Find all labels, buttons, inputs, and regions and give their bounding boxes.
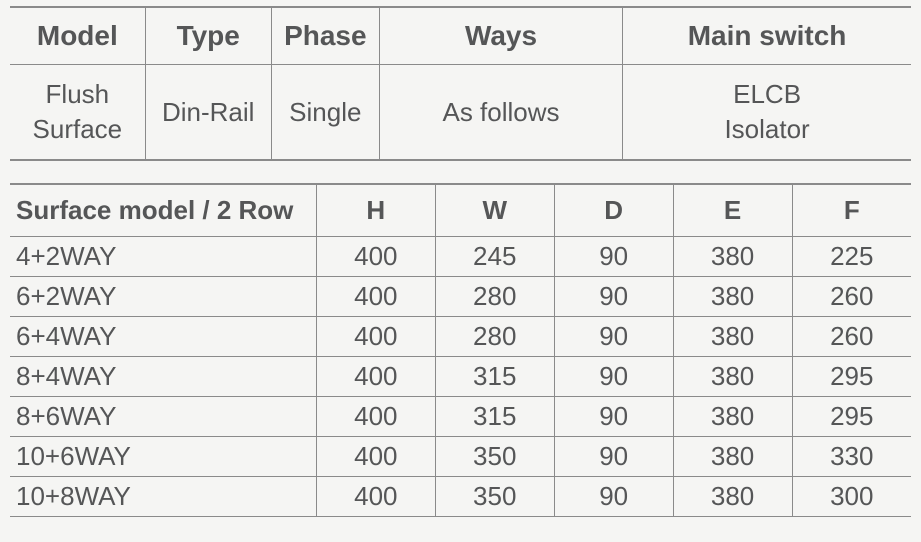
col-mainswitch: Main switch bbox=[623, 7, 911, 65]
row-value: 90 bbox=[554, 357, 673, 397]
dimensions-table: Surface model / 2 Row H W D E F 4+2WAY40… bbox=[10, 183, 911, 517]
table-row: 6+2WAY40028090380260 bbox=[10, 277, 911, 317]
table-row: 8+6WAY40031590380295 bbox=[10, 397, 911, 437]
row-value: 350 bbox=[435, 477, 554, 517]
row-value: 380 bbox=[673, 277, 792, 317]
row-label: 10+6WAY bbox=[10, 437, 316, 477]
val-model: FlushSurface bbox=[10, 65, 145, 161]
row-label: 4+2WAY bbox=[10, 237, 316, 277]
row-value: 380 bbox=[673, 477, 792, 517]
table-row: 10+8WAY40035090380300 bbox=[10, 477, 911, 517]
row-value: 280 bbox=[435, 317, 554, 357]
row-value: 315 bbox=[435, 397, 554, 437]
row-label: 6+2WAY bbox=[10, 277, 316, 317]
val-type: Din-Rail bbox=[145, 65, 271, 161]
row-value: 380 bbox=[673, 437, 792, 477]
row-value: 90 bbox=[554, 317, 673, 357]
row-value: 90 bbox=[554, 277, 673, 317]
row-value: 380 bbox=[673, 237, 792, 277]
row-value: 380 bbox=[673, 317, 792, 357]
table-row: 10+6WAY40035090380330 bbox=[10, 437, 911, 477]
col-w: W bbox=[435, 184, 554, 237]
row-value: 90 bbox=[554, 397, 673, 437]
table-value-row: FlushSurface Din-Rail Single As follows … bbox=[10, 65, 911, 161]
col-phase: Phase bbox=[271, 7, 379, 65]
row-value: 245 bbox=[435, 237, 554, 277]
row-value: 400 bbox=[316, 317, 435, 357]
table-row: 6+4WAY40028090380260 bbox=[10, 317, 911, 357]
row-value: 260 bbox=[792, 317, 911, 357]
row-value: 350 bbox=[435, 437, 554, 477]
row-value: 295 bbox=[792, 397, 911, 437]
row-label: 8+6WAY bbox=[10, 397, 316, 437]
spec-header-table: Model Type Phase Ways Main switch FlushS… bbox=[10, 6, 911, 161]
row-value: 90 bbox=[554, 237, 673, 277]
table-header-row: Surface model / 2 Row H W D E F bbox=[10, 184, 911, 237]
row-value: 280 bbox=[435, 277, 554, 317]
table-row: 4+2WAY40024590380225 bbox=[10, 237, 911, 277]
row-label: 8+4WAY bbox=[10, 357, 316, 397]
col-e: E bbox=[673, 184, 792, 237]
row-value: 330 bbox=[792, 437, 911, 477]
table-row: 8+4WAY40031590380295 bbox=[10, 357, 911, 397]
row-value: 380 bbox=[673, 397, 792, 437]
row-value: 400 bbox=[316, 277, 435, 317]
row-value: 260 bbox=[792, 277, 911, 317]
row-label: 6+4WAY bbox=[10, 317, 316, 357]
col-f: F bbox=[792, 184, 911, 237]
row-value: 400 bbox=[316, 237, 435, 277]
row-value: 400 bbox=[316, 437, 435, 477]
row-label: 10+8WAY bbox=[10, 477, 316, 517]
row-value: 315 bbox=[435, 357, 554, 397]
row-value: 295 bbox=[792, 357, 911, 397]
val-ways: As follows bbox=[379, 65, 622, 161]
col-d: D bbox=[554, 184, 673, 237]
col-model: Model bbox=[10, 7, 145, 65]
row-value: 380 bbox=[673, 357, 792, 397]
row-value: 300 bbox=[792, 477, 911, 517]
val-mainswitch: ELCBIsolator bbox=[623, 65, 911, 161]
col-title: Surface model / 2 Row bbox=[10, 184, 316, 237]
row-value: 90 bbox=[554, 437, 673, 477]
row-value: 90 bbox=[554, 477, 673, 517]
row-value: 400 bbox=[316, 357, 435, 397]
table-header-row: Model Type Phase Ways Main switch bbox=[10, 7, 911, 65]
val-phase: Single bbox=[271, 65, 379, 161]
row-value: 225 bbox=[792, 237, 911, 277]
col-type: Type bbox=[145, 7, 271, 65]
row-value: 400 bbox=[316, 397, 435, 437]
col-ways: Ways bbox=[379, 7, 622, 65]
col-h: H bbox=[316, 184, 435, 237]
row-value: 400 bbox=[316, 477, 435, 517]
